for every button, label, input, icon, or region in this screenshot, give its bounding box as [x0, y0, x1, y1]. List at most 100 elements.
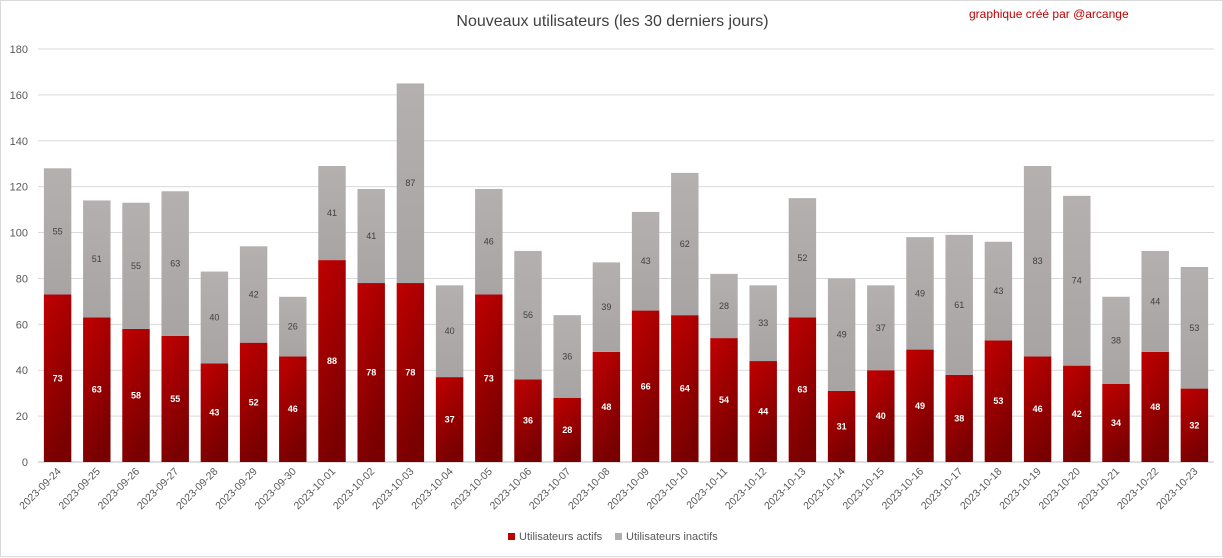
data-label-inactive: 46 — [484, 237, 494, 247]
bar-inactive — [279, 296, 307, 357]
data-label-active: 32 — [1189, 420, 1199, 430]
bar-active — [435, 377, 464, 462]
bar-inactive — [318, 166, 346, 261]
data-label-active: 48 — [601, 402, 611, 412]
x-tick-label: 2023-10-10 — [644, 466, 691, 513]
legend-label: Utilisateurs inactifs — [626, 531, 718, 543]
bar-inactive — [43, 168, 72, 295]
bar-active — [43, 294, 72, 462]
gridlines — [38, 48, 1214, 463]
data-label-active: 54 — [719, 395, 729, 405]
bar-active — [749, 361, 777, 462]
data-label-inactive: 55 — [53, 226, 63, 236]
bar-active — [514, 379, 542, 462]
data-label-inactive: 74 — [1072, 276, 1082, 286]
bar-inactive — [200, 271, 229, 364]
y-tick-label: 180 — [10, 44, 28, 56]
data-label-inactive: 41 — [327, 208, 337, 218]
data-label-inactive: 55 — [131, 261, 141, 271]
bar-inactive — [122, 202, 150, 329]
legend-swatch — [615, 533, 622, 540]
y-tick-label: 20 — [16, 411, 28, 423]
bar-active — [1141, 351, 1169, 462]
bar-inactive — [1063, 195, 1091, 366]
data-label-inactive: 38 — [1111, 335, 1121, 345]
bar-inactive — [1141, 250, 1169, 352]
bar-inactive — [1102, 296, 1130, 384]
data-label-active: 63 — [797, 385, 807, 395]
data-label-active: 73 — [484, 373, 494, 383]
bar-inactive — [435, 285, 464, 378]
data-label-active: 64 — [680, 384, 690, 394]
y-axis-ticks: 0 20 40 60 80 100 120 140 160 180 — [10, 44, 28, 469]
data-label-inactive: 26 — [288, 322, 298, 332]
data-label-active: 38 — [954, 413, 964, 423]
bar-inactive — [631, 211, 660, 311]
bar-inactive — [945, 234, 973, 375]
bar-active — [1102, 383, 1130, 462]
data-label-active: 36 — [523, 416, 533, 426]
bar-active — [710, 338, 738, 462]
data-label-active: 73 — [53, 373, 63, 383]
bar-active — [553, 397, 581, 462]
bar-inactive — [984, 241, 1013, 341]
bar-active — [906, 349, 934, 462]
y-tick-label: 0 — [22, 457, 28, 469]
bar-active — [867, 370, 895, 462]
data-label-active: 63 — [92, 385, 102, 395]
data-label-active: 88 — [327, 356, 337, 366]
data-label-inactive: 39 — [601, 302, 611, 312]
data-label-active: 58 — [131, 390, 141, 400]
data-label-active: 55 — [170, 394, 180, 404]
bar-inactive — [1023, 166, 1052, 357]
data-label-active: 31 — [837, 421, 847, 431]
data-label-active: 66 — [641, 381, 651, 391]
bar-active — [827, 390, 856, 462]
data-label-active: 28 — [562, 425, 572, 435]
bar-inactive — [239, 246, 268, 343]
bar-active — [788, 317, 817, 462]
bar-inactive — [475, 188, 503, 295]
bar-active — [83, 317, 111, 462]
data-label-active: 42 — [1072, 409, 1082, 419]
y-tick-label: 160 — [10, 90, 28, 102]
data-label-inactive: 33 — [758, 318, 768, 328]
bar-active — [318, 260, 346, 462]
bar-active — [475, 294, 503, 462]
bar-inactive — [514, 250, 542, 380]
data-label-active: 53 — [993, 396, 1003, 406]
data-label-inactive: 61 — [954, 300, 964, 310]
bar-inactive — [906, 237, 934, 350]
data-label-active: 44 — [758, 407, 768, 417]
y-tick-label: 100 — [10, 228, 28, 240]
y-tick-label: 140 — [10, 136, 28, 148]
bar-inactive — [749, 285, 777, 362]
bar-inactive — [867, 285, 895, 371]
data-label-inactive: 63 — [170, 259, 180, 269]
bar-active — [396, 283, 425, 462]
bar-active — [671, 315, 699, 462]
legend: Utilisateurs actifs Utilisateurs inactifs — [508, 531, 718, 543]
data-label-inactive: 62 — [680, 239, 690, 249]
chart-title: Nouveaux utilisateurs (les 30 derniers j… — [456, 13, 769, 30]
bar-inactive — [710, 273, 738, 339]
data-label-active: 49 — [915, 401, 925, 411]
data-label-inactive: 40 — [209, 312, 219, 322]
x-axis-ticks: 2023-09-242023-09-252023-09-262023-09-27… — [17, 466, 1200, 513]
bar-active — [239, 342, 268, 462]
data-label-inactive: 53 — [1189, 323, 1199, 333]
bar-active — [631, 310, 660, 462]
data-label-inactive: 83 — [1033, 256, 1043, 266]
data-label-inactive: 42 — [249, 290, 259, 300]
data-label-active: 52 — [249, 397, 259, 407]
data-label-inactive: 44 — [1150, 296, 1160, 306]
bar-inactive — [788, 198, 817, 318]
bar-active — [945, 374, 973, 462]
y-tick-label: 40 — [16, 365, 28, 377]
data-label-inactive: 56 — [523, 310, 533, 320]
data-label-inactive: 43 — [993, 286, 1003, 296]
bar-active — [1023, 356, 1052, 462]
data-label-inactive: 51 — [92, 254, 102, 264]
data-label-active: 46 — [288, 404, 298, 414]
